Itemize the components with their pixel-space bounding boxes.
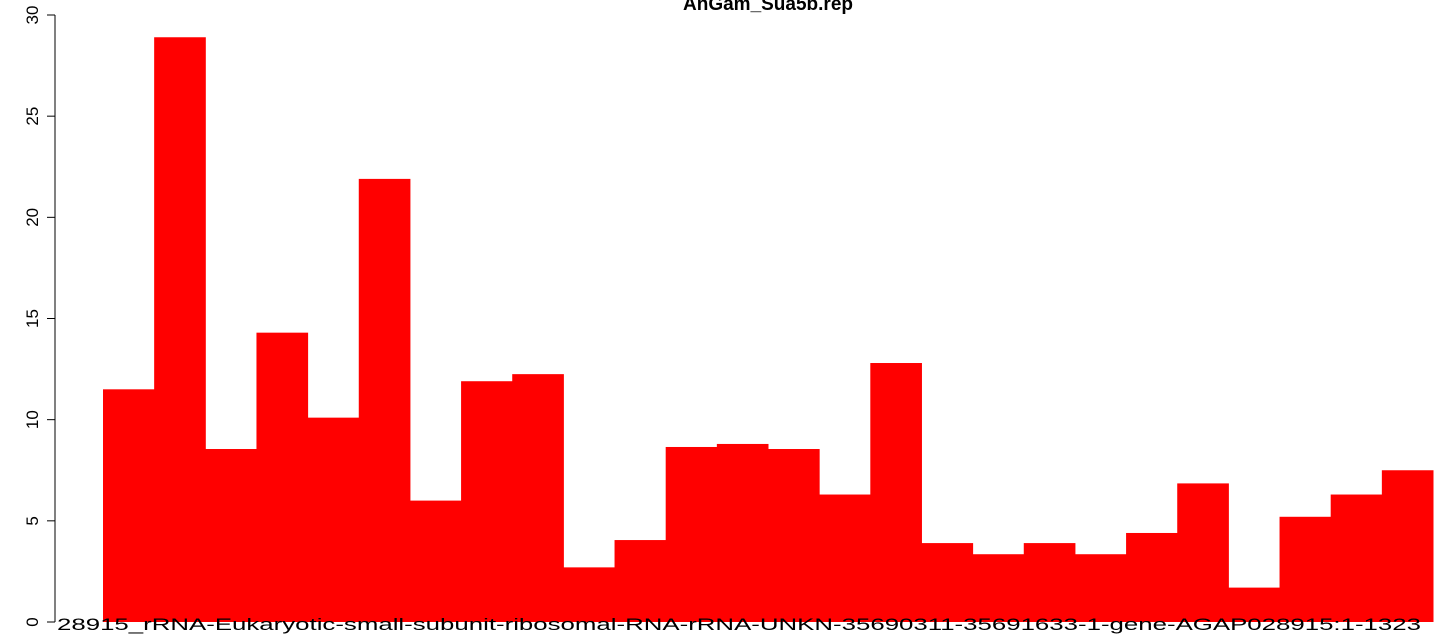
bar	[1279, 516, 1332, 622]
chart-title: AnGam_Sua5b.rep	[683, 0, 853, 15]
y-tick-label: 30	[23, 6, 42, 25]
y-tick-label: 25	[23, 107, 42, 126]
bar	[768, 449, 820, 622]
bar	[103, 389, 155, 622]
bar	[870, 363, 922, 622]
y-tick-label: 5	[23, 516, 42, 525]
y-tick-label: 15	[23, 309, 42, 328]
bar	[256, 332, 309, 622]
bar	[819, 494, 871, 622]
bar	[512, 374, 564, 622]
bar	[716, 443, 769, 622]
bar	[461, 381, 513, 622]
bar	[1074, 554, 1127, 622]
bar	[1023, 543, 1076, 622]
bar	[307, 417, 360, 622]
bar	[154, 37, 206, 623]
bar	[563, 567, 616, 622]
bar	[614, 540, 667, 622]
bar	[409, 500, 462, 622]
bar	[665, 446, 718, 622]
bar	[1381, 470, 1434, 622]
bar	[1330, 494, 1383, 622]
bar	[1228, 587, 1281, 622]
bar	[205, 449, 257, 622]
y-tick-label: 0	[23, 617, 42, 626]
annotation: 28915_rRNA-Eukaryotic-small-subunit-ribo…	[57, 615, 1421, 634]
bar	[921, 543, 974, 622]
y-tick-label: 20	[23, 208, 42, 227]
bar	[1177, 483, 1229, 622]
bar	[358, 178, 411, 622]
bar	[1126, 532, 1178, 622]
bar	[972, 554, 1025, 622]
y-tick-label: 10	[23, 410, 42, 429]
